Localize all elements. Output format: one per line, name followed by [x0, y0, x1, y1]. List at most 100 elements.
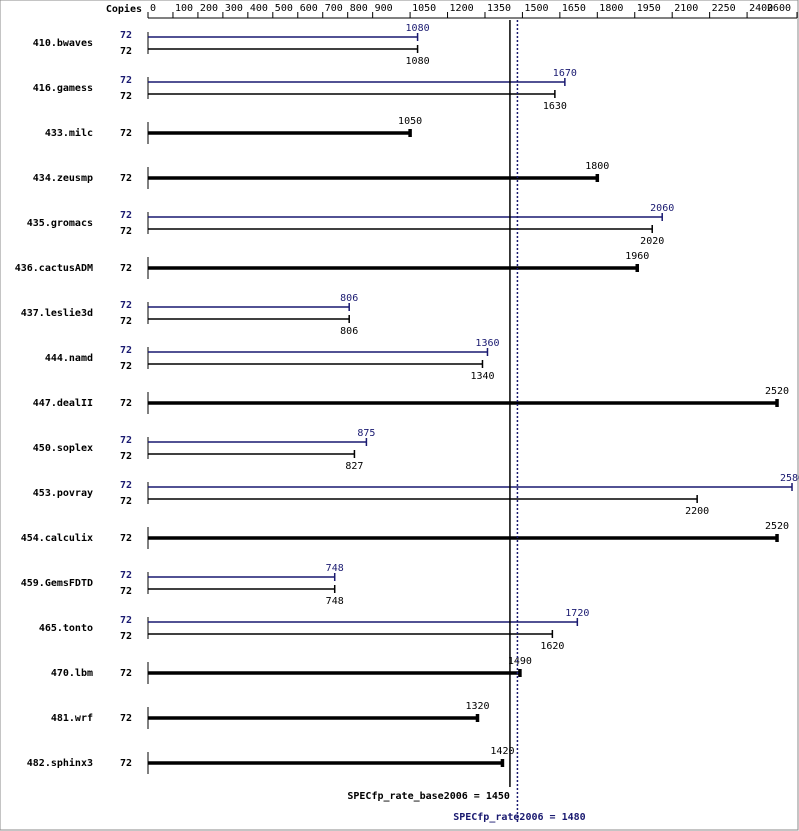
x-tick-label: 0	[150, 3, 156, 14]
value-label: 1670	[553, 68, 577, 79]
copies: 72	[120, 631, 132, 642]
bar	[148, 714, 480, 722]
copies: 72	[120, 361, 132, 372]
x-tick-label: 200	[200, 3, 218, 14]
x-tick-label: 1350	[487, 3, 511, 14]
benchmark-name: 454.calculix	[21, 532, 93, 544]
copies: 72	[120, 46, 132, 57]
x-tick-label: 800	[350, 3, 368, 14]
bar	[148, 438, 368, 446]
benchmark-name: 433.milc	[45, 127, 93, 139]
benchmark-name: 434.zeusmp	[33, 173, 93, 184]
copies: 72	[120, 345, 132, 356]
value-label: 1050	[398, 116, 422, 127]
x-tick-label: 300	[225, 3, 243, 14]
copies: 72	[120, 128, 132, 139]
copies: 72	[120, 533, 132, 544]
x-tick-label: 2600	[767, 3, 791, 14]
x-tick-label: 1050	[412, 3, 436, 14]
benchmark-name: 459.GemsFDTD	[21, 578, 93, 589]
benchmark-name: 435.gromacs	[27, 218, 93, 229]
bar	[148, 669, 522, 677]
copies: 72	[120, 75, 132, 86]
benchmark-name: 416.gamess	[33, 83, 93, 94]
bar	[148, 78, 566, 86]
x-tick-label: 900	[375, 3, 393, 14]
copies: 72	[120, 668, 132, 679]
value-label: 1360	[475, 338, 499, 349]
reference-label: SPECfp_rate_base2006 = 1450	[347, 791, 510, 802]
copies: 72	[120, 758, 132, 769]
bar	[148, 303, 350, 311]
value-label: 827	[345, 461, 363, 472]
value-label: 1080	[406, 23, 430, 34]
value-label: 806	[340, 326, 358, 337]
benchmark-name: 453.povray	[33, 488, 93, 499]
bar	[148, 618, 579, 626]
value-label: 2580	[780, 473, 799, 484]
bar	[148, 360, 484, 368]
copies: 72	[120, 451, 132, 462]
value-label: 1960	[625, 251, 649, 262]
benchmark-name: 470.lbm	[51, 668, 93, 679]
x-tick-label: 100	[175, 3, 193, 14]
copies: 72	[120, 435, 132, 446]
x-tick-label: 2400	[749, 3, 773, 14]
x-tick-label: 500	[275, 3, 293, 14]
benchmark-name: 410.bwaves	[33, 38, 93, 49]
copies: 72	[120, 316, 132, 327]
value-label: 1080	[406, 56, 430, 67]
copies: 72	[120, 586, 132, 597]
value-label: 1320	[465, 701, 489, 712]
benchmark-name: 444.namd	[45, 353, 93, 364]
bar	[148, 45, 419, 53]
value-label: 1340	[470, 371, 494, 382]
value-label: 2520	[765, 521, 789, 532]
x-tick-label: 1500	[524, 3, 548, 14]
benchmark-name: 436.cactusADM	[15, 263, 93, 274]
benchmark-name: 437.leslie3d	[21, 307, 93, 319]
bar	[148, 759, 505, 767]
value-label: 2020	[640, 236, 664, 247]
benchmark-name: 482.sphinx3	[27, 757, 93, 769]
value-label: 1420	[490, 746, 514, 757]
bar	[148, 450, 356, 458]
bar	[148, 129, 412, 137]
bar	[148, 483, 793, 491]
value-label: 806	[340, 293, 358, 304]
bar	[148, 585, 336, 593]
bar	[148, 213, 663, 221]
value-label: 2060	[650, 203, 674, 214]
x-tick-label: 2100	[674, 3, 698, 14]
benchmark-name: 447.dealII	[33, 398, 93, 409]
reference-label: SPECfp_rate2006 = 1480	[453, 812, 585, 823]
copies: 72	[120, 226, 132, 237]
bar	[148, 573, 336, 581]
copies: 72	[120, 496, 132, 507]
value-label: 2520	[765, 386, 789, 397]
x-tick-label: 1650	[562, 3, 586, 14]
x-tick-label: 1200	[450, 3, 474, 14]
value-label: 1490	[508, 656, 532, 667]
x-tick-label: 600	[300, 3, 318, 14]
copies: 72	[120, 615, 132, 626]
copies: 72	[120, 398, 132, 409]
bar	[148, 348, 489, 356]
copies: 72	[120, 300, 132, 311]
bar	[148, 534, 779, 542]
value-label: 1720	[565, 608, 589, 619]
copies: 72	[120, 91, 132, 102]
value-label: 748	[326, 563, 344, 574]
benchmark-name: 465.tonto	[39, 623, 93, 634]
copies: 72	[120, 210, 132, 221]
bar	[148, 33, 419, 41]
bar	[148, 630, 554, 638]
value-label: 1800	[585, 161, 609, 172]
x-tick-label: 1800	[599, 3, 623, 14]
copies: 72	[120, 263, 132, 274]
copies: 72	[120, 173, 132, 184]
bar	[148, 495, 698, 503]
x-tick-label: 400	[250, 3, 268, 14]
